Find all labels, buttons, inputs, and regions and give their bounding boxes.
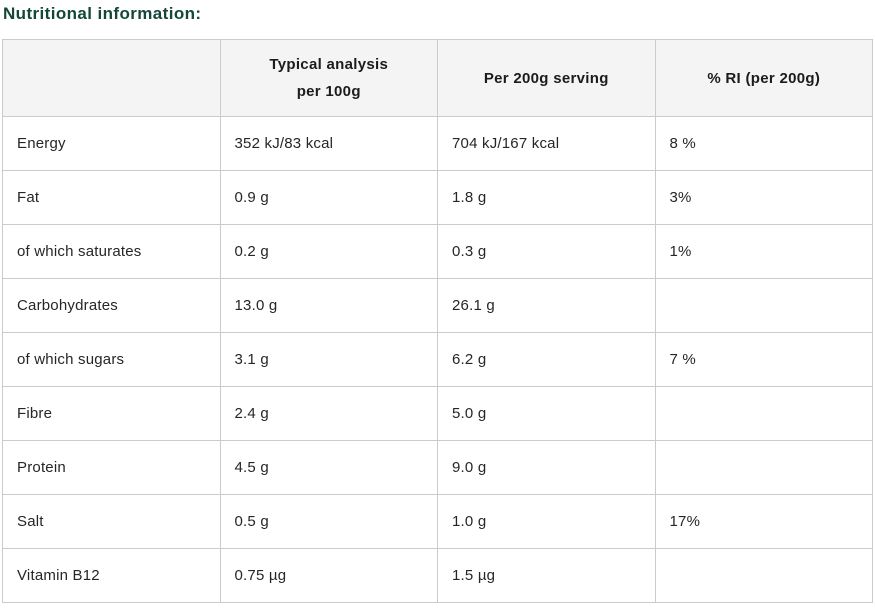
cell-ri [654, 548, 873, 603]
header-row: Typical analysis per 100g Per 200g serving… [2, 39, 873, 117]
table-row: of which saturates 0.2 g 0.3 g 1% [2, 224, 873, 279]
cell-ri: 7 % [654, 332, 873, 387]
cell-per_200g: 1.8 g [437, 170, 656, 225]
cell-nutrient: Energy [2, 116, 221, 171]
cell-per_100g: 0.9 g [219, 170, 438, 225]
table-head: Typical analysis per 100g Per 200g serving… [2, 39, 873, 117]
cell-per_100g: 0.75 µg [219, 548, 438, 603]
cell-per_100g: 0.2 g [219, 224, 438, 279]
page-title: Nutritional information: [3, 4, 202, 23]
table-row: Energy 352 kJ/83 kcal 704 kJ/167 kcal 8 % [2, 116, 873, 171]
table-row: Fibre 2.4 g 5.0 g [2, 386, 873, 441]
nutrition-table: Typical analysis per 100g Per 200g serving… [2, 39, 873, 603]
cell-nutrient: Fibre [2, 386, 221, 441]
cell-per_100g: 0.5 g [219, 494, 438, 549]
cell-ri: 17% [654, 494, 873, 549]
cell-nutrient: Protein [2, 440, 221, 495]
cell-nutrient: Fat [2, 170, 221, 225]
cell-nutrient: of which saturates [2, 224, 221, 279]
cell-per_200g: 26.1 g [437, 278, 656, 333]
cell-per_200g: 9.0 g [437, 440, 656, 495]
cell-ri [654, 278, 873, 333]
table-row: Fat 0.9 g 1.8 g 3% [2, 170, 873, 225]
table-row: Protein 4.5 g 9.0 g [2, 440, 873, 495]
cell-per_200g: 6.2 g [437, 332, 656, 387]
cell-per_100g: 2.4 g [219, 386, 438, 441]
cell-per_200g: 0.3 g [437, 224, 656, 279]
cell-per_100g: 3.1 g [219, 332, 438, 387]
cell-per_200g: 5.0 g [437, 386, 656, 441]
cell-per_100g: 352 kJ/83 kcal [219, 116, 438, 171]
cell-nutrient: Salt [2, 494, 221, 549]
column-header: Per 200g serving [437, 39, 656, 117]
table-row: Vitamin B12 0.75 µg 1.5 µg [2, 548, 873, 603]
cell-per_200g: 704 kJ/167 kcal [437, 116, 656, 171]
column-header [2, 39, 221, 117]
table-row: Carbohydrates 13.0 g 26.1 g [2, 278, 873, 333]
column-header: Typical analysis per 100g [219, 39, 438, 117]
column-header: % RI (per 200g) [654, 39, 873, 117]
cell-per_100g: 13.0 g [219, 278, 438, 333]
cell-nutrient: Carbohydrates [2, 278, 221, 333]
table-row: Salt 0.5 g 1.0 g 17% [2, 494, 873, 549]
cell-ri: 3% [654, 170, 873, 225]
cell-ri: 1% [654, 224, 873, 279]
table-body: Energy 352 kJ/83 kcal 704 kJ/167 kcal 8 % Fa… [2, 116, 873, 603]
cell-per_200g: 1.0 g [437, 494, 656, 549]
cell-per_100g: 4.5 g [219, 440, 438, 495]
cell-nutrient: Vitamin B12 [2, 548, 221, 603]
cell-nutrient: of which sugars [2, 332, 221, 387]
cell-ri [654, 386, 873, 441]
cell-ri [654, 440, 873, 495]
cell-per_200g: 1.5 µg [437, 548, 656, 603]
cell-ri: 8 % [654, 116, 873, 171]
